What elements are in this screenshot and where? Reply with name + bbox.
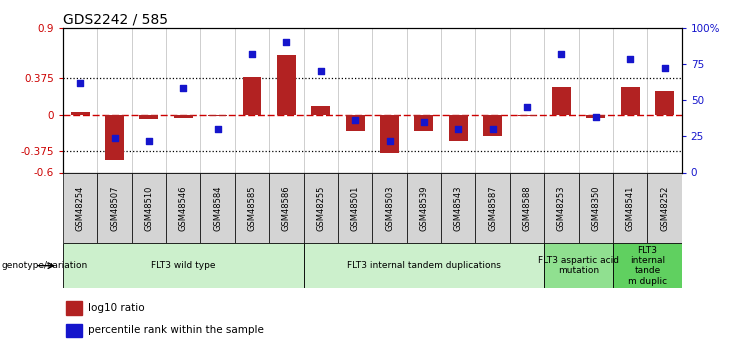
Bar [132,172,166,243]
Text: GSM48585: GSM48585 [247,185,256,230]
Text: FLT3 aspartic acid
mutation: FLT3 aspartic acid mutation [538,256,619,275]
Point [315,68,327,74]
Bar [63,243,304,288]
Text: GSM48255: GSM48255 [316,185,325,230]
Point [418,119,430,125]
Text: GDS2242 / 585: GDS2242 / 585 [63,12,168,27]
Bar [476,172,510,243]
Point [556,51,568,57]
Text: GSM48510: GSM48510 [144,185,153,230]
Bar [269,172,304,243]
Point [349,118,361,123]
Bar [586,115,605,118]
Bar [304,172,338,243]
Text: log10 ratio: log10 ratio [87,303,144,313]
Text: GSM48501: GSM48501 [350,185,359,230]
Point [74,80,86,86]
Point [281,39,293,45]
Bar [97,172,132,243]
Point [452,126,464,132]
Bar [346,115,365,131]
Text: GSM48253: GSM48253 [557,185,566,230]
Point [590,115,602,120]
Bar [441,172,476,243]
Text: GSM48586: GSM48586 [282,185,291,231]
Bar [311,106,330,115]
Bar [66,324,82,337]
Bar [648,172,682,243]
Text: GSM48507: GSM48507 [110,185,119,230]
Point [624,57,636,62]
Bar [208,115,227,116]
Text: GSM48587: GSM48587 [488,185,497,231]
Bar [235,172,269,243]
Text: GSM48503: GSM48503 [385,185,394,230]
Bar [544,172,579,243]
Bar [242,77,262,115]
Point [177,86,189,91]
Text: FLT3 internal tandem duplications: FLT3 internal tandem duplications [347,261,501,270]
Bar [613,172,648,243]
Text: GSM48252: GSM48252 [660,185,669,230]
Bar [70,112,90,115]
Bar [174,115,193,118]
Bar [277,55,296,115]
Bar [63,172,97,243]
Text: GSM48543: GSM48543 [453,185,463,230]
Bar [517,115,536,116]
Point [384,138,396,144]
Bar [105,115,124,160]
Text: GSM48584: GSM48584 [213,185,222,230]
Bar [66,301,82,315]
Bar [613,243,682,288]
Bar [621,88,639,115]
Bar [407,172,441,243]
Bar [510,172,544,243]
Text: GSM48588: GSM48588 [522,185,531,231]
Text: genotype/variation: genotype/variation [1,261,87,270]
Bar [139,115,159,119]
Point [246,51,258,57]
Bar [338,172,372,243]
Text: FLT3
internal
tande
m duplic: FLT3 internal tande m duplic [628,246,667,286]
Text: GSM48350: GSM48350 [591,185,600,230]
Point [143,138,155,144]
Bar [304,243,544,288]
Point [109,135,121,140]
Bar [380,115,399,153]
Text: GSM48539: GSM48539 [419,185,428,230]
Bar [483,115,502,136]
Text: FLT3 wild type: FLT3 wild type [151,261,216,270]
Bar [655,91,674,115]
Bar [552,88,571,115]
Bar [201,172,235,243]
Text: GSM48541: GSM48541 [625,185,634,230]
Text: GSM48546: GSM48546 [179,185,187,230]
Bar [372,172,407,243]
Bar [166,172,201,243]
Bar [544,243,613,288]
Point [487,126,499,132]
Point [212,126,224,132]
Text: GSM48254: GSM48254 [76,185,84,230]
Text: percentile rank within the sample: percentile rank within the sample [87,325,264,335]
Point [521,105,533,110]
Bar [449,115,468,141]
Bar [414,115,433,131]
Point [659,66,671,71]
Bar [579,172,613,243]
